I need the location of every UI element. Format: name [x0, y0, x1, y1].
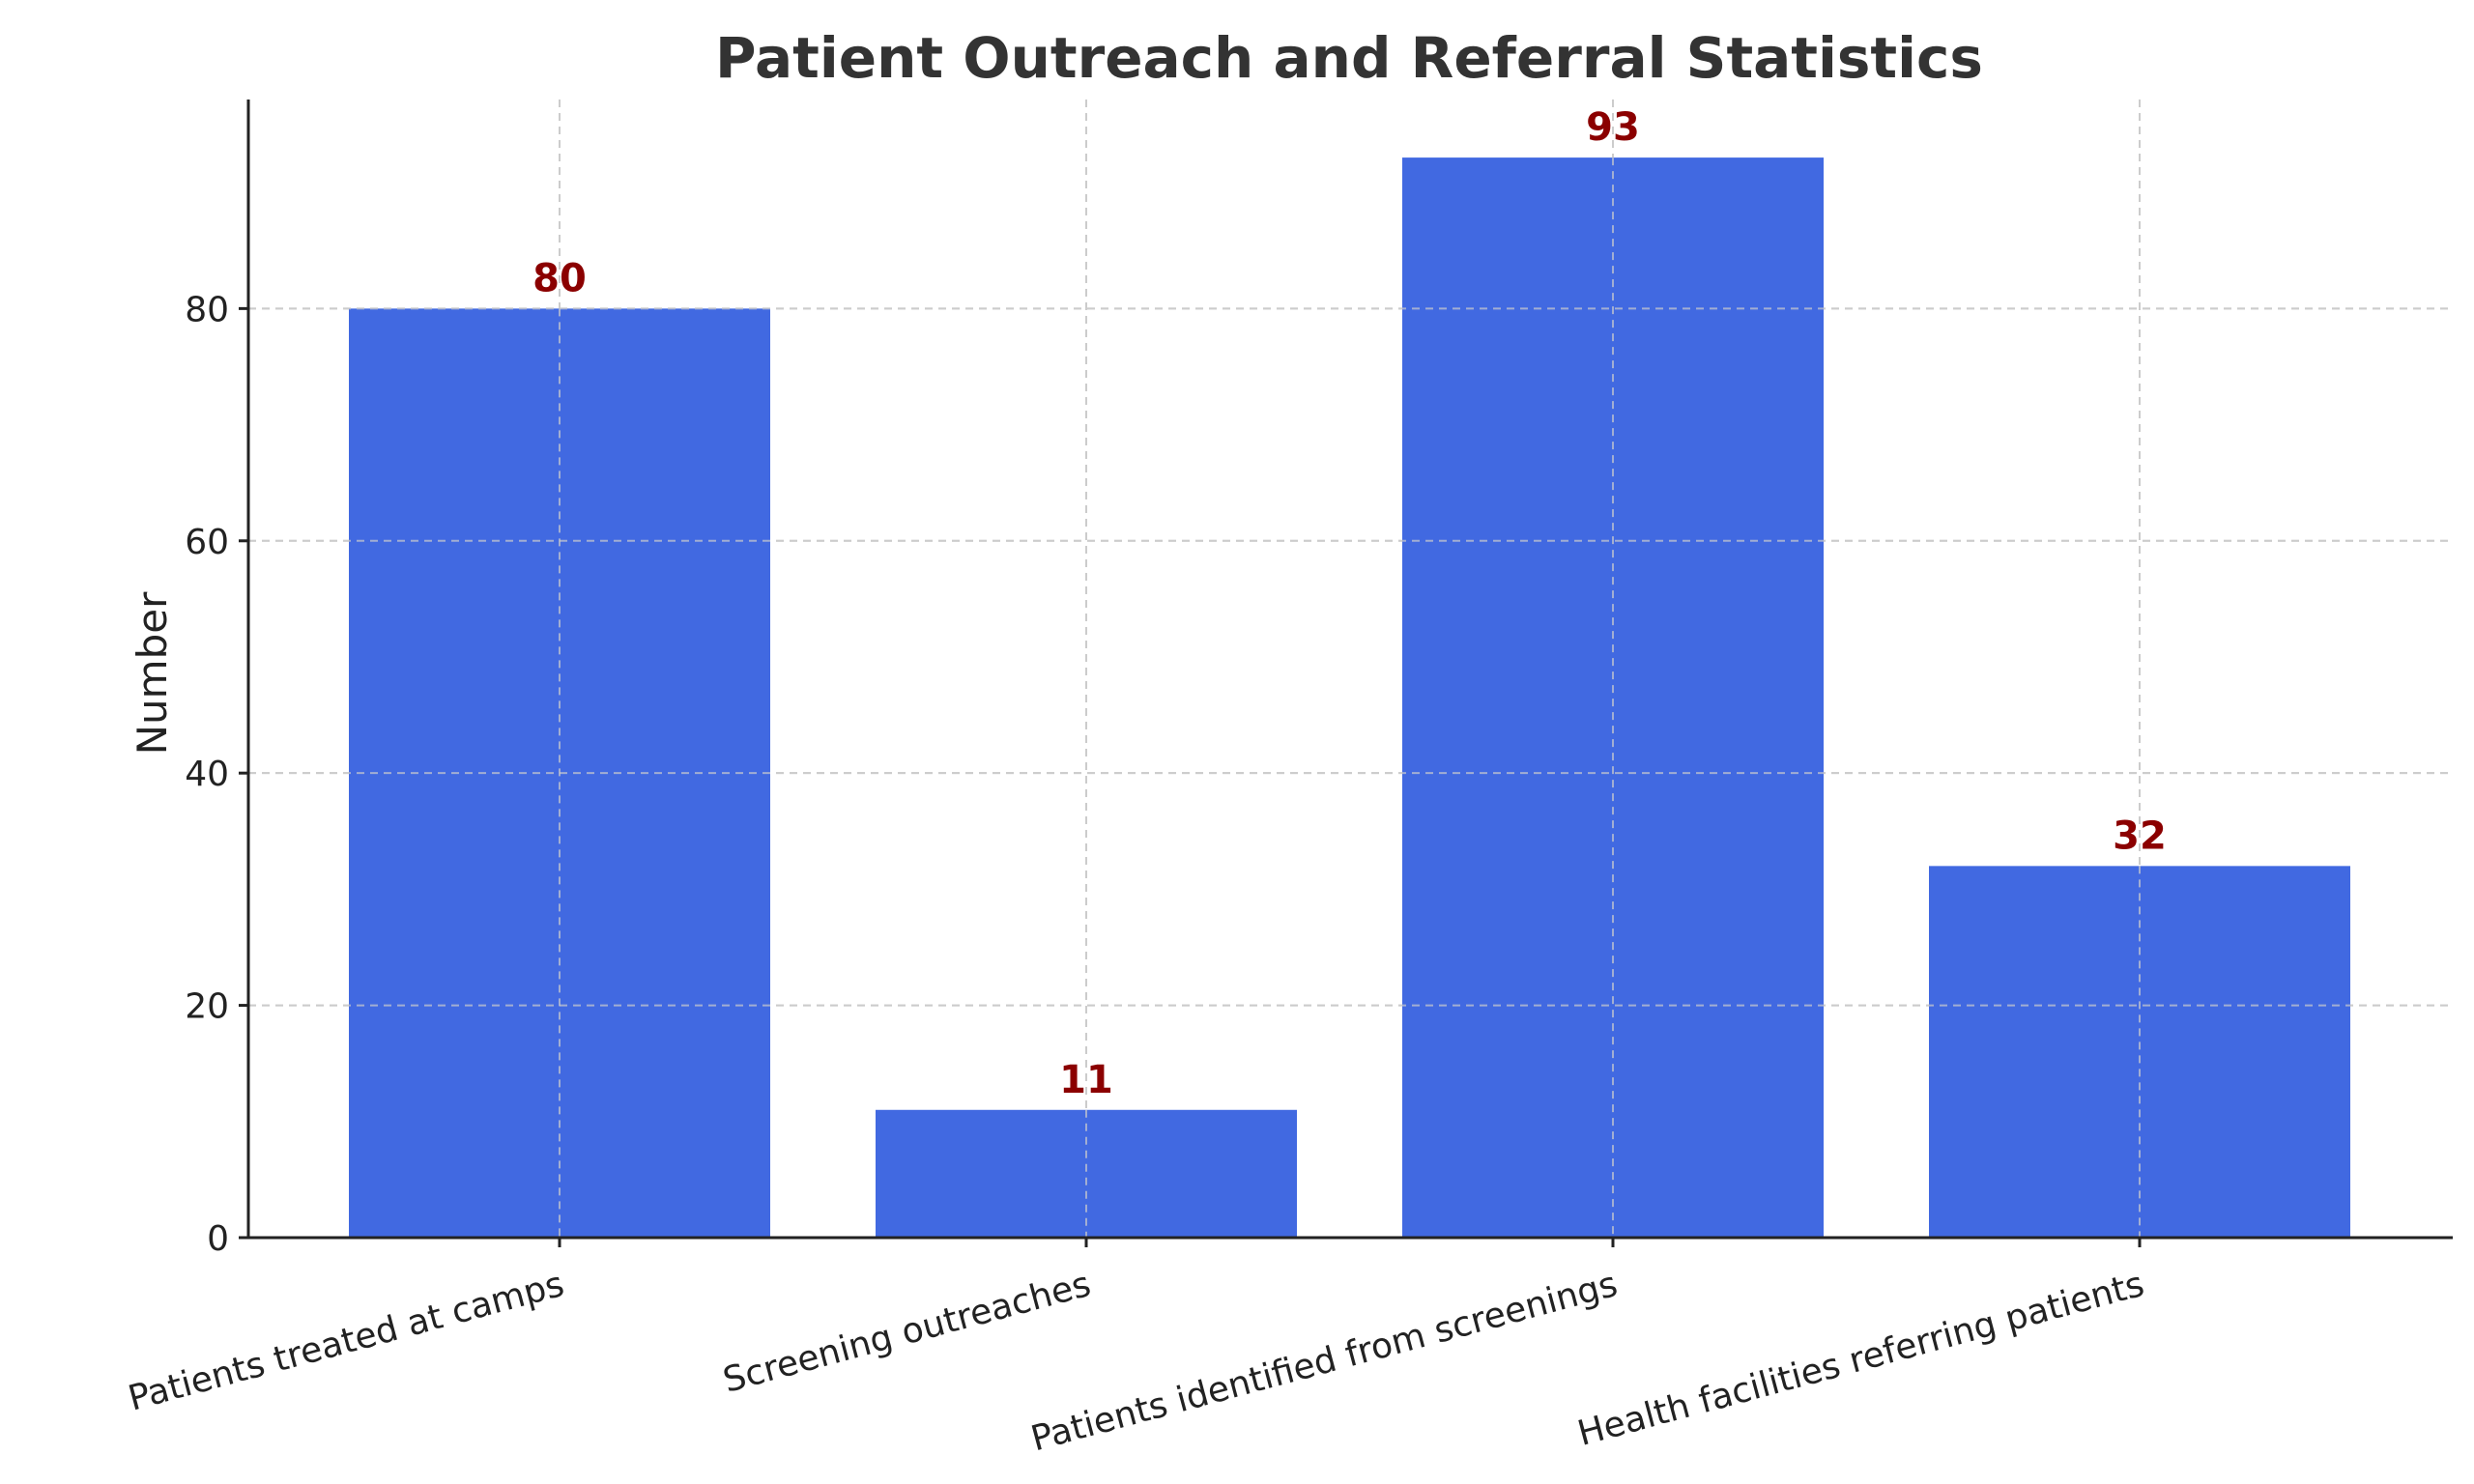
x-tick-label: Patients treated at camps	[125, 1265, 568, 1419]
x-ticks: Patients treated at camps Screening outre…	[125, 1238, 2148, 1459]
x-tick-label: Health facilities referring patients	[1573, 1265, 2148, 1454]
bar-value-label: 93	[1586, 105, 1640, 150]
axes	[246, 100, 2453, 1240]
bar-value-label: 11	[1059, 1058, 1113, 1102]
y-tick-label: 80	[185, 290, 229, 329]
y-tick-label: 40	[185, 755, 229, 794]
data-labels: 80 11 93 32	[532, 105, 2167, 1102]
y-tick-label: 60	[185, 523, 229, 562]
bar	[1402, 157, 1824, 1238]
bars	[248, 157, 2453, 1239]
bar	[1929, 866, 2350, 1238]
bar-value-label: 32	[2113, 813, 2167, 858]
y-tick-label: 20	[185, 987, 229, 1027]
bar	[876, 1109, 1297, 1238]
x-tick-label: Patients identified from screenings	[1027, 1265, 1622, 1460]
x-tick-label: Screening outreaches	[719, 1265, 1095, 1401]
y-tick-label: 0	[207, 1219, 229, 1259]
bar-value-label: 80	[532, 256, 587, 300]
y-axis-label: Number	[129, 591, 176, 755]
chart-title: Patient Outreach and Referral Statistics	[715, 25, 1983, 91]
y-ticks: 0 20 40 60 80	[185, 290, 248, 1259]
